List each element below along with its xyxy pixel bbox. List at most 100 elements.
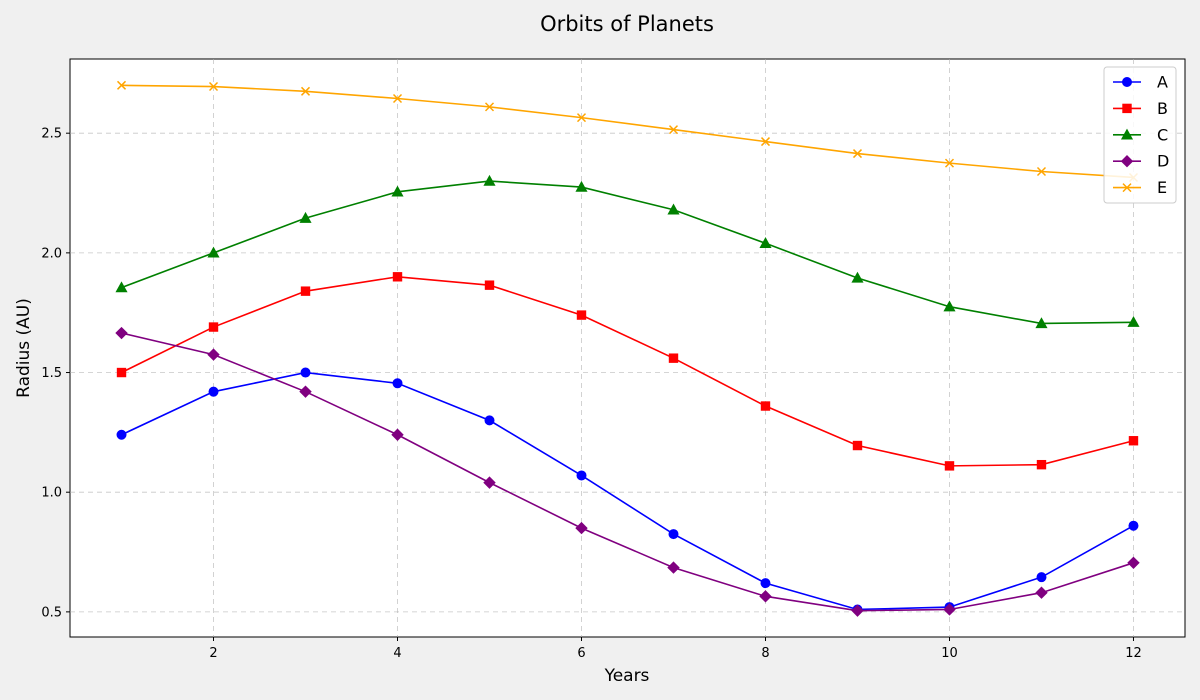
data-point-B bbox=[668, 353, 679, 363]
data-point-A bbox=[392, 378, 403, 389]
legend-label-A: A bbox=[1157, 73, 1168, 92]
data-point-C bbox=[391, 185, 404, 197]
data-point-B bbox=[116, 367, 127, 378]
data-point-D bbox=[943, 603, 956, 616]
data-point-E bbox=[208, 81, 219, 92]
data-point-B bbox=[576, 310, 587, 320]
legend-label-C: C bbox=[1157, 125, 1168, 144]
data-point-D bbox=[483, 476, 496, 489]
data-point-E bbox=[944, 158, 955, 168]
y-tick-label: 0.5 bbox=[41, 605, 62, 620]
data-point-A bbox=[1128, 520, 1139, 531]
legend-marker-D bbox=[1120, 154, 1134, 168]
data-point-B bbox=[1036, 459, 1047, 470]
data-point-C bbox=[667, 203, 680, 215]
data-point-C bbox=[943, 300, 956, 312]
data-point-D bbox=[115, 326, 128, 340]
data-point-C bbox=[851, 271, 864, 283]
series-layer bbox=[115, 80, 1140, 617]
legend-label-B: B bbox=[1157, 99, 1168, 118]
data-point-D bbox=[667, 561, 680, 574]
y-tick-label: 1.0 bbox=[41, 486, 62, 501]
y-tick-label: 1.5 bbox=[41, 366, 62, 381]
legend-item-C: C bbox=[1113, 125, 1168, 144]
series-A bbox=[116, 367, 1139, 615]
y-axis-label: Radius (AU) bbox=[14, 298, 34, 398]
x-tick-label: 2 bbox=[209, 646, 217, 661]
legend-marker-A bbox=[1122, 77, 1132, 87]
data-point-D bbox=[1127, 556, 1140, 570]
legend-item-E: E bbox=[1113, 178, 1167, 197]
data-point-B bbox=[1128, 436, 1139, 446]
data-point-C bbox=[575, 180, 588, 192]
legend-label-D: D bbox=[1157, 152, 1169, 171]
data-point-E bbox=[576, 113, 587, 123]
data-point-E bbox=[484, 102, 495, 112]
data-point-D bbox=[299, 385, 312, 398]
data-point-C bbox=[207, 246, 220, 258]
data-point-D bbox=[207, 348, 220, 361]
series-E bbox=[116, 80, 1139, 183]
data-point-D bbox=[759, 590, 772, 603]
data-point-A bbox=[760, 578, 771, 589]
series-D bbox=[115, 326, 1140, 617]
legend-marker-B bbox=[1122, 103, 1132, 114]
data-point-A bbox=[668, 529, 679, 540]
data-point-B bbox=[760, 401, 771, 411]
x-tick-label: 6 bbox=[577, 646, 585, 661]
data-point-C bbox=[115, 281, 128, 293]
chart-title: Orbits of Planets bbox=[540, 12, 714, 36]
data-point-A bbox=[484, 415, 495, 426]
x-tick-label: 12 bbox=[1125, 646, 1142, 661]
data-point-D bbox=[391, 428, 404, 441]
series-line-C bbox=[121, 180, 1134, 325]
data-point-B bbox=[484, 280, 495, 290]
data-point-A bbox=[208, 386, 219, 397]
data-point-B bbox=[208, 322, 219, 332]
data-point-B bbox=[392, 272, 403, 282]
legend-marker-E bbox=[1122, 183, 1132, 193]
data-point-C bbox=[759, 237, 772, 248]
data-point-B bbox=[944, 461, 955, 471]
data-point-E bbox=[1036, 166, 1047, 177]
x-tick-label: 8 bbox=[761, 646, 769, 661]
grid bbox=[70, 59, 1185, 637]
data-point-E bbox=[116, 80, 127, 90]
data-point-C bbox=[1127, 316, 1140, 327]
legend-item-B: B bbox=[1113, 99, 1168, 118]
x-tick-label: 10 bbox=[941, 646, 958, 661]
data-point-E bbox=[300, 86, 311, 96]
data-point-B bbox=[852, 440, 863, 451]
data-point-B bbox=[300, 286, 311, 296]
data-point-E bbox=[668, 125, 679, 135]
series-line-E bbox=[121, 84, 1134, 179]
data-point-D bbox=[1035, 586, 1048, 599]
series-line-A bbox=[121, 371, 1134, 611]
legend-item-D: D bbox=[1113, 152, 1169, 171]
x-tick-label: 4 bbox=[393, 646, 401, 661]
legend-marker-C bbox=[1120, 128, 1134, 140]
data-point-A bbox=[116, 429, 127, 440]
y-tick-label: 2.5 bbox=[41, 127, 62, 142]
data-point-A bbox=[576, 470, 587, 481]
data-point-A bbox=[1036, 572, 1047, 583]
data-point-E bbox=[852, 149, 863, 159]
legend-item-A: A bbox=[1113, 73, 1168, 92]
data-point-C bbox=[1035, 317, 1048, 329]
plot-area bbox=[69, 58, 1186, 638]
data-point-E bbox=[760, 137, 771, 147]
data-point-C bbox=[483, 174, 496, 186]
axes: 2 4 6 8 10 12 0.5 1.0 1.5 2.0 2.5 bbox=[41, 127, 1141, 661]
data-point-A bbox=[300, 367, 311, 378]
x-axis-label: Years bbox=[604, 666, 650, 686]
series-line-D bbox=[121, 332, 1134, 612]
series-line-B bbox=[121, 275, 1134, 467]
legend-label-E: E bbox=[1157, 178, 1167, 197]
data-point-E bbox=[392, 93, 403, 104]
data-point-D bbox=[851, 604, 864, 617]
data-point-C bbox=[299, 211, 312, 223]
series-C bbox=[115, 174, 1140, 329]
